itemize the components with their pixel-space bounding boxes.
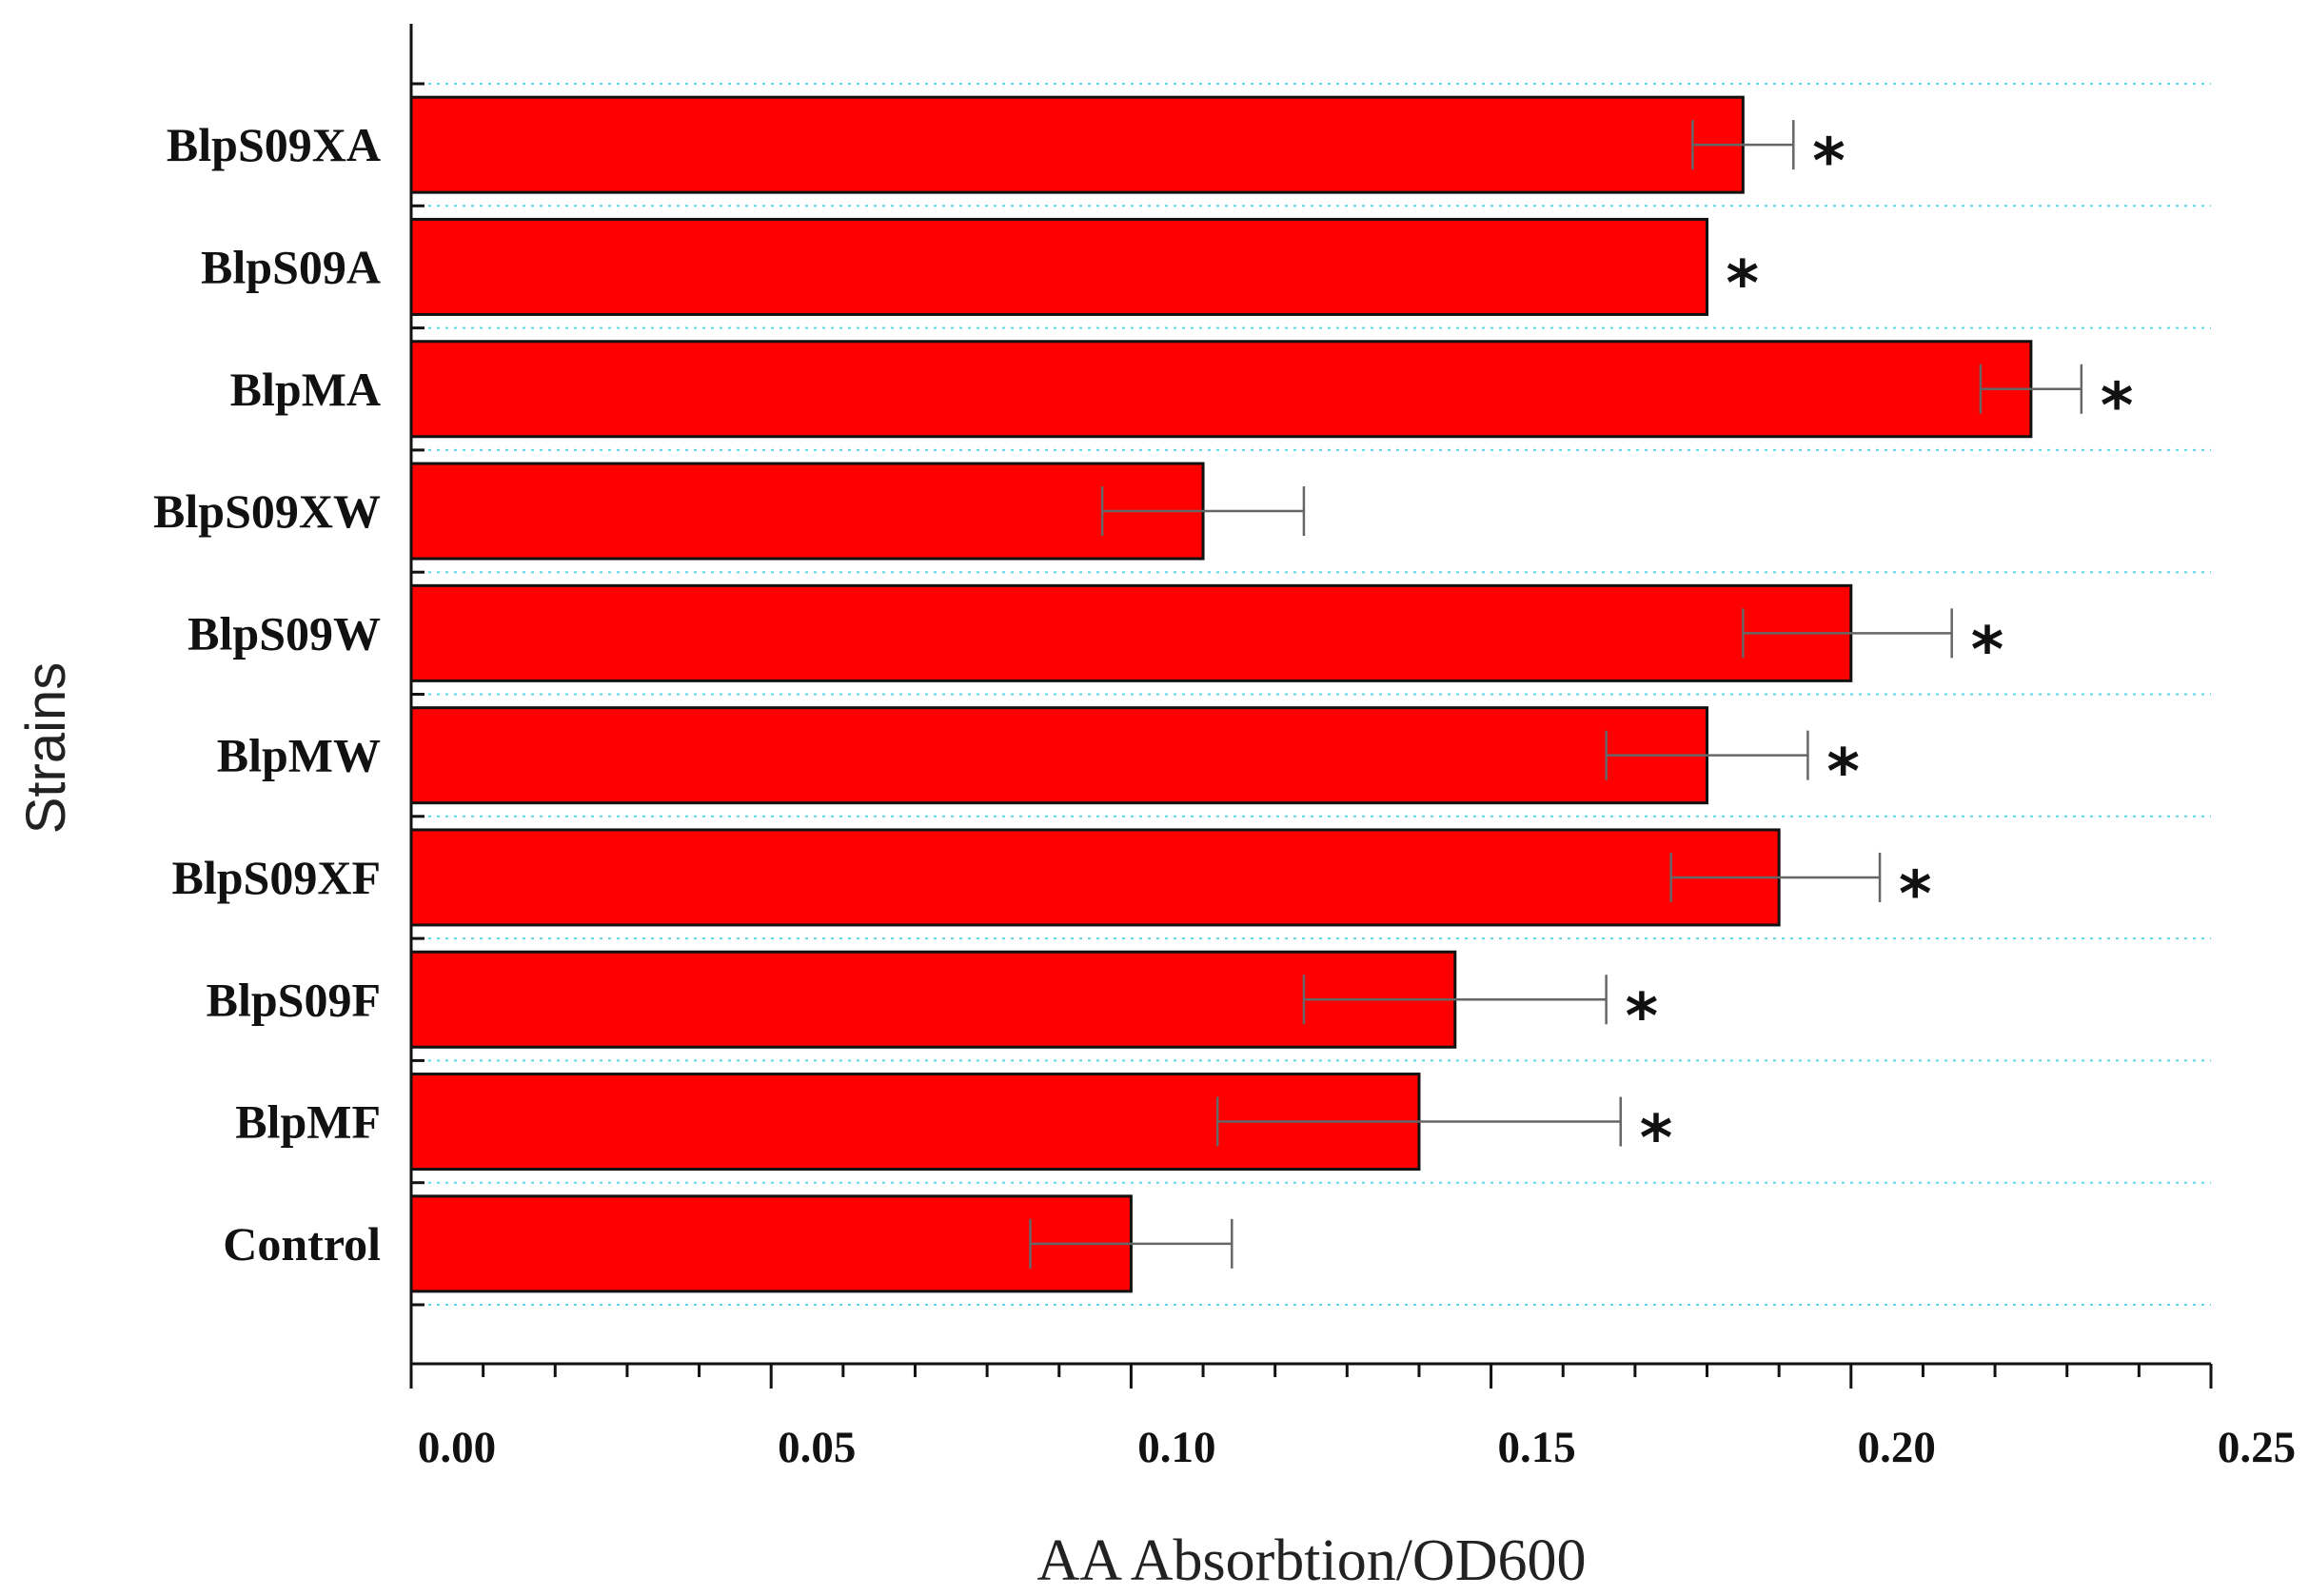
category-label: BlpS09XF — [171, 851, 381, 904]
grid-lines — [411, 83, 2211, 1306]
bar — [409, 828, 1781, 927]
bar — [409, 583, 1853, 682]
bars — [409, 95, 2033, 1293]
category-label: BlpMW — [217, 729, 381, 782]
x-axis-title: AA Absorbtion/OD600 — [1037, 1528, 1587, 1593]
significance-star: * — [1899, 857, 1932, 931]
category-label: BlpS09F — [207, 973, 381, 1026]
axes — [409, 24, 2213, 1389]
bar — [409, 462, 1205, 561]
category-label: BlpS09XW — [153, 484, 381, 538]
x-tick-label: 0.00 — [418, 1423, 496, 1472]
bar — [409, 217, 1709, 316]
significance-markers: * * * * * * * * — [1626, 125, 2134, 1174]
y-axis-title: Strains — [15, 662, 77, 835]
significance-star: * — [1727, 246, 1760, 320]
bar — [409, 706, 1709, 805]
category-label: BlpS09XA — [167, 118, 381, 171]
category-label: BlpMF — [235, 1095, 381, 1149]
category-label: BlpS09W — [187, 606, 381, 660]
x-tick-label: 0.10 — [1137, 1423, 1215, 1472]
x-tick-label: 0.05 — [778, 1423, 856, 1472]
significance-star: * — [1826, 736, 1860, 809]
significance-star: * — [1640, 1102, 1673, 1175]
bar — [409, 340, 2033, 439]
category-labels: BlpS09XA BlpS09A BlpMA BlpS09XW BlpS09W BlpMW… — [153, 118, 381, 1271]
x-tick-label: 0.20 — [1858, 1423, 1936, 1472]
x-tick-label: 0.15 — [1497, 1423, 1575, 1472]
error-bars — [1029, 120, 2083, 1269]
significance-star: * — [1812, 125, 1845, 198]
category-label: BlpMA — [230, 363, 381, 416]
x-tick-label: 0.25 — [2218, 1423, 2296, 1472]
significance-star: * — [1626, 979, 1659, 1053]
category-label: BlpS09A — [201, 240, 381, 293]
x-tick-labels: 0.00 0.05 0.10 0.15 0.20 0.25 — [418, 1423, 2296, 1472]
significance-star: * — [1971, 613, 2004, 686]
significance-star: * — [2101, 369, 2134, 443]
bar — [409, 950, 1457, 1049]
bar — [409, 1194, 1133, 1293]
category-label: Control — [223, 1217, 381, 1271]
bar — [409, 95, 1745, 194]
